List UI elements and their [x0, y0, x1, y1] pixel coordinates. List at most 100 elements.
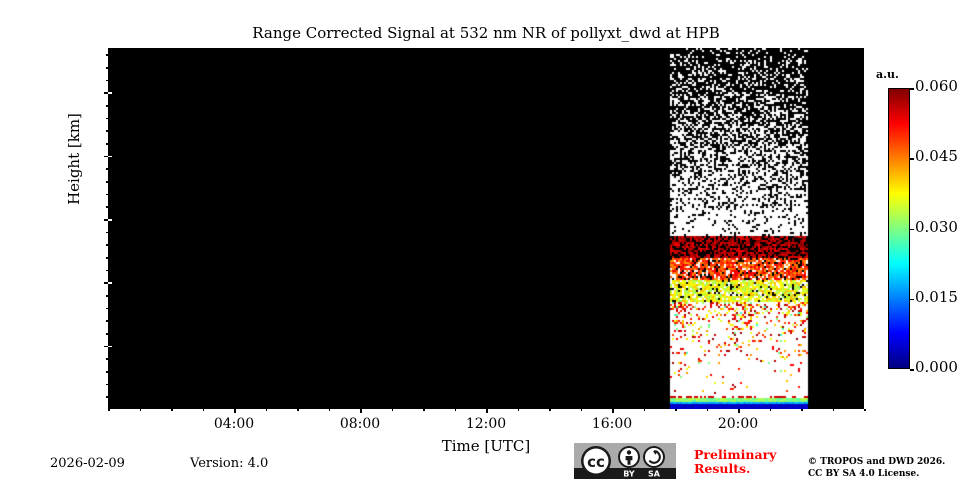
y-tick-mark [104, 282, 108, 284]
colorbar-tick-mark [910, 88, 914, 90]
colorbar-tick-mark [910, 158, 914, 160]
x-tick-mark-inner [234, 44, 236, 48]
y-tick-2.0: 2.0 [0, 155, 112, 158]
cc-by-person-icon [618, 446, 640, 468]
colorbar-tick-label: 0.060 [915, 77, 958, 95]
y-tick-mark-inner [108, 282, 112, 284]
y-minor-tick [0, 117, 109, 120]
y-minor-tick [0, 193, 109, 196]
x-minor-tick-mark [769, 409, 772, 412]
colorbar-tick-label: 0.000 [915, 358, 958, 376]
x-tick-mark [486, 409, 488, 413]
y-minor-tick [0, 269, 109, 272]
y-minor-tick [0, 320, 109, 322]
y-minor-tick [0, 105, 109, 107]
y-minor-tick [0, 333, 109, 335]
y-tick-mark-inner [108, 219, 112, 221]
svg-text:cc: cc [587, 453, 605, 471]
heatmap-data-canvas [108, 48, 864, 409]
x-minor-tick-mark [580, 409, 583, 412]
x-minor-tick-mark [139, 409, 142, 412]
x-minor-tick-mark [675, 409, 677, 412]
cc-circle-icon: cc [581, 446, 611, 476]
colorbar-tick-label: 0.030 [915, 217, 958, 236]
y-minor-tick-mark [106, 358, 109, 360]
y-minor-tick [0, 67, 109, 69]
y-minor-tick [0, 206, 109, 208]
copyright-line-1: © TROPOS and DWD 2026. [808, 457, 946, 467]
y-minor-tick-mark [106, 54, 109, 56]
y-tick-1.5: 1.5 [0, 219, 112, 221]
y-tick-mark-inner [108, 155, 112, 158]
x-minor-tick-mark [706, 409, 709, 412]
x-tick-mark-inner [612, 44, 614, 48]
cc-badge-strip [574, 468, 676, 479]
x-minor-tick-mark [328, 409, 331, 412]
colorbar-tick-mark [910, 298, 914, 301]
y-tick-mark [104, 155, 108, 158]
y-minor-tick-mark [106, 295, 109, 297]
cc-sa-share-alike-icon [643, 446, 665, 468]
x-minor-tick-mark [171, 409, 173, 412]
preliminary-results-note: Preliminary Results. [694, 448, 776, 476]
cc-badge-svg: cc BY SA [574, 443, 676, 479]
y-minor-tick [0, 371, 109, 373]
y-minor-tick [0, 231, 109, 234]
colorbar-tick-label: 0.015 [915, 287, 958, 306]
x-tick-label: 16:00 [591, 416, 633, 432]
y-minor-tick [0, 244, 109, 246]
colorbar [888, 88, 910, 369]
x-minor-tick-mark [297, 409, 299, 412]
y-minor-tick-mark [106, 320, 109, 322]
x-minor-tick-mark [202, 409, 205, 412]
y-minor-tick-mark [106, 333, 109, 335]
copyright-line-2: CC BY SA 4.0 License. [808, 469, 920, 479]
colorbar-tick-label: 0.045 [915, 147, 958, 166]
x-tick-label: 04:00 [213, 416, 255, 432]
y-minor-tick-mark [106, 307, 109, 310]
y-tick-mark [104, 345, 108, 348]
x-minor-tick-mark [108, 409, 110, 412]
x-tick-label: 08:00 [339, 416, 381, 432]
preliminary-line-1: Preliminary [694, 447, 777, 462]
y-tick-mark-inner [108, 345, 112, 348]
y-minor-tick-mark [106, 143, 109, 145]
y-minor-tick-mark [106, 117, 109, 120]
y-minor-tick [0, 168, 109, 170]
cc-by-label: BY [623, 470, 635, 479]
x-minor-tick-mark [265, 409, 268, 412]
footer-version: Version: 4.0 [190, 456, 269, 471]
y-tick-1.0: 1.0 [0, 282, 112, 284]
cc-sa-label: SA [648, 470, 661, 479]
y-minor-tick-mark [106, 396, 109, 398]
y-tick-mark-inner [108, 92, 112, 94]
x-tick-mark [612, 409, 614, 413]
y-minor-tick-mark [106, 206, 109, 208]
page-title: Range Corrected Signal at 532 nm NR of p… [252, 24, 720, 42]
y-minor-tick-mark [106, 193, 109, 196]
y-tick-mark [104, 219, 108, 221]
y-minor-tick-mark [106, 257, 109, 259]
x-tick-mark-inner [360, 44, 362, 48]
y-minor-tick [0, 130, 109, 132]
x-minor-tick-mark [864, 409, 866, 412]
x-tick-mark-inner [738, 44, 740, 48]
y-minor-tick [0, 181, 109, 183]
preliminary-line-2: Results. [694, 461, 751, 476]
x-minor-tick-mark [832, 409, 835, 412]
y-minor-tick-mark [106, 168, 109, 170]
y-minor-tick-mark [106, 244, 109, 246]
x-tick-mark [360, 409, 362, 413]
footer-date: 2026-02-09 [50, 456, 125, 471]
y-minor-tick [0, 307, 109, 310]
x-minor-tick-mark [517, 409, 520, 412]
colorbar-unit-label: a.u. [876, 68, 899, 81]
y-minor-tick [0, 396, 109, 398]
y-minor-tick [0, 54, 109, 56]
x-axis-label: Time [UTC] [441, 437, 531, 455]
x-minor-tick-mark [643, 409, 646, 412]
creative-commons-badge: cc BY SA [574, 443, 676, 479]
y-tick-0.5: 0.5 [0, 345, 112, 348]
colorbar-gradient [888, 88, 910, 369]
y-minor-tick-mark [106, 130, 109, 132]
